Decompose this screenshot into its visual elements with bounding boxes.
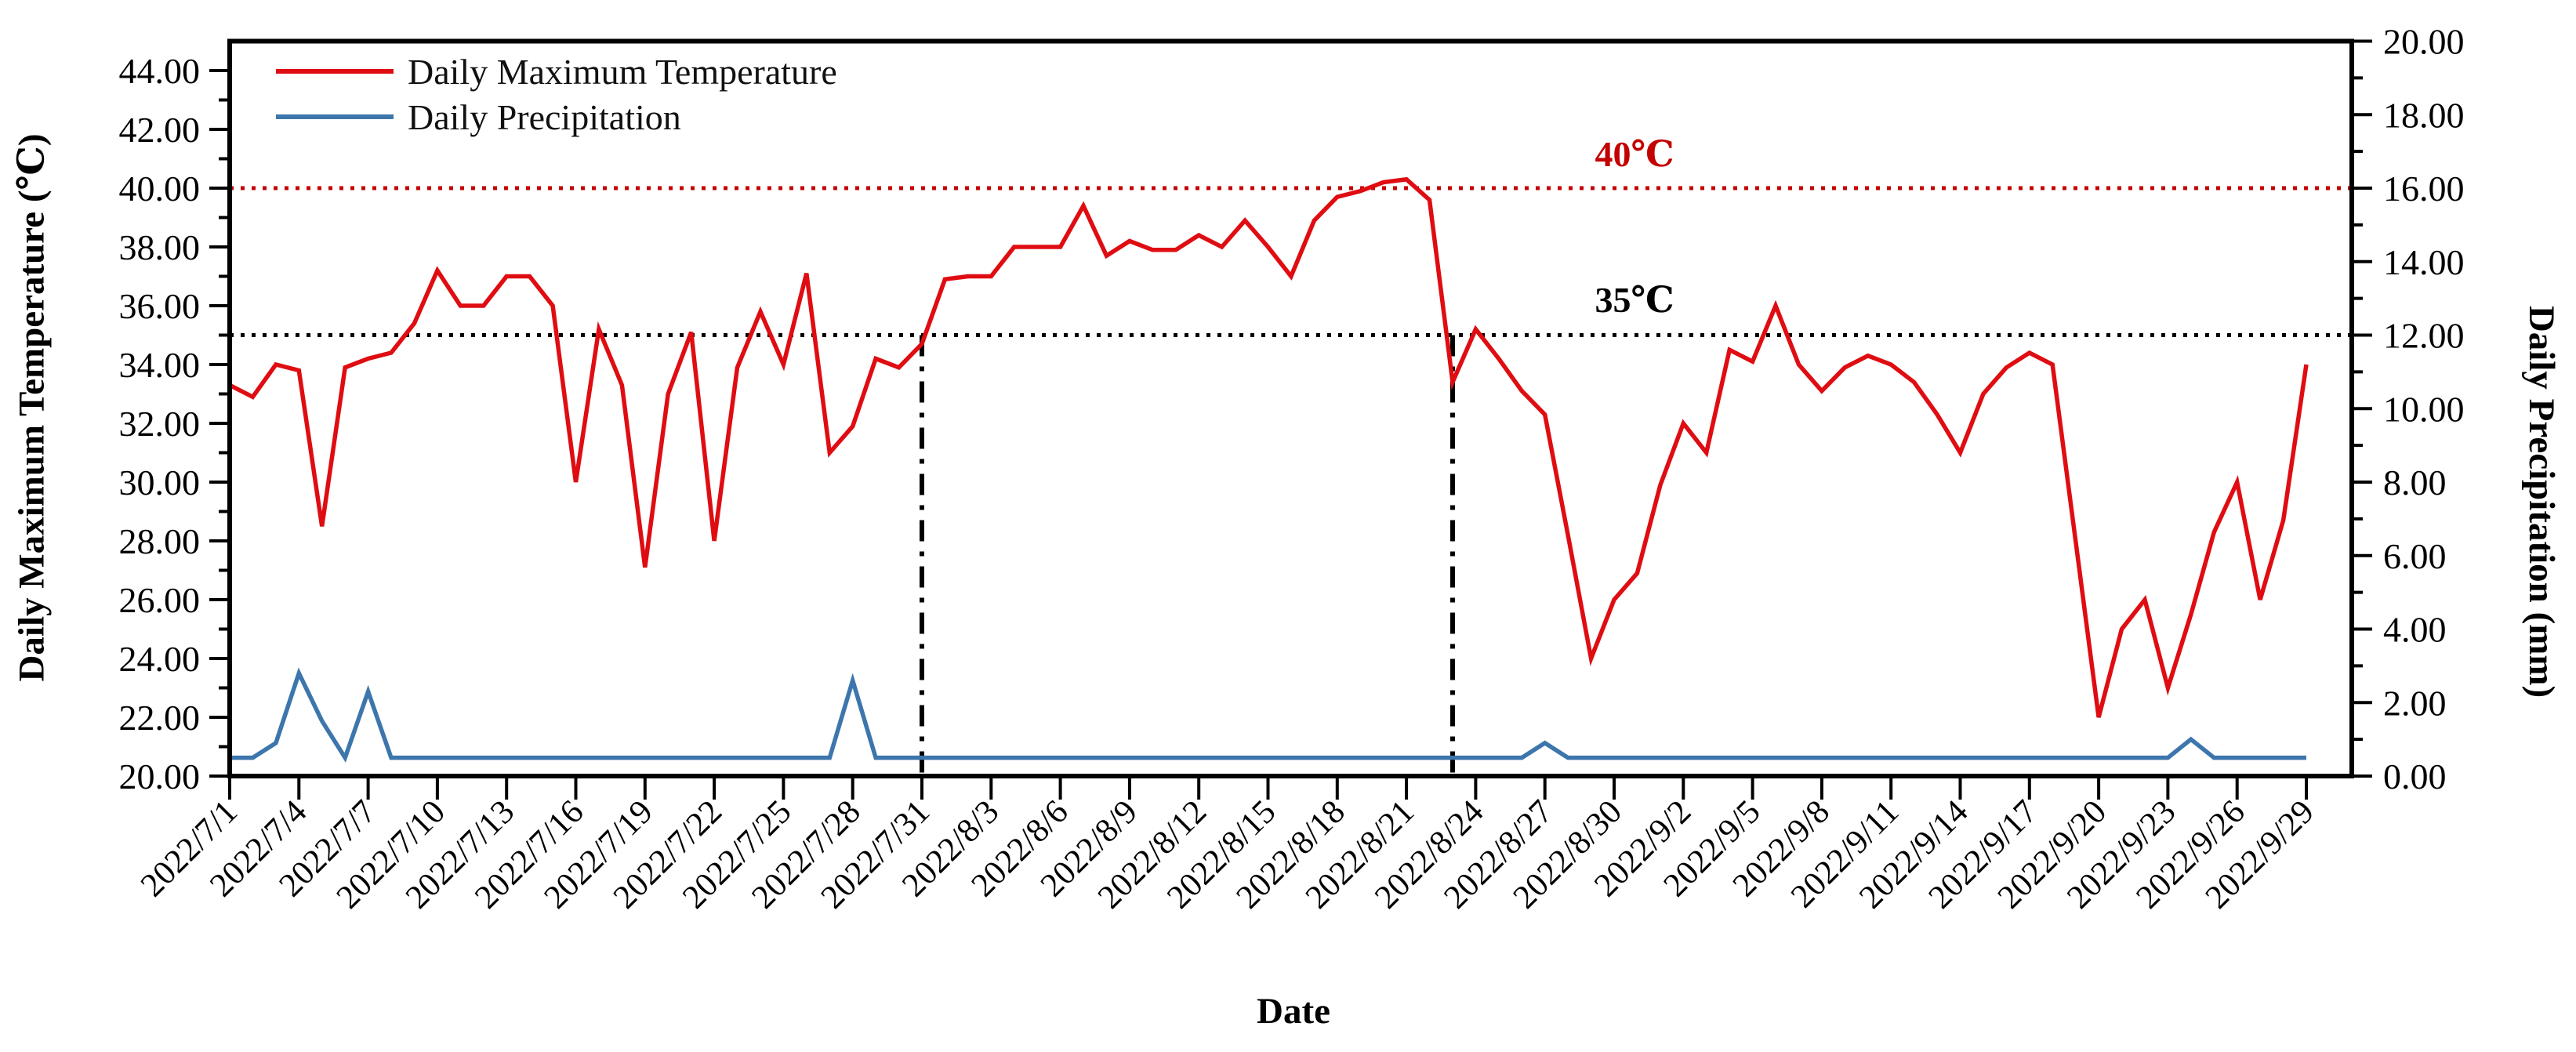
y-left-tick-label: 20.00: [119, 756, 201, 796]
legend-item-temperature: Daily Maximum Temperature: [276, 49, 837, 94]
y-right-tick-label: 20.00: [2383, 22, 2465, 62]
y-left-tick-label: 30.00: [119, 463, 201, 502]
y-left-tick-label: 44.00: [119, 51, 201, 91]
y-right-tick-label: 4.00: [2383, 610, 2447, 650]
y-right-tick-label: 2.00: [2383, 683, 2447, 723]
y-left-axis-title: Daily Maximum Temperature (℃): [11, 133, 53, 682]
y-right-tick-label: 6.00: [2383, 536, 2447, 576]
y-left-tick-label: 26.00: [119, 580, 201, 620]
legend-item-precipitation: Daily Precipitation: [276, 94, 837, 140]
x-axis-title: Date: [1257, 991, 1330, 1032]
y-right-axis-title: Daily Precipitation (mm): [2521, 305, 2562, 698]
y-left-tick-label: 22.00: [119, 698, 201, 738]
legend-label-temperature: Daily Maximum Temperature: [408, 51, 837, 92]
series-temperature: [228, 176, 2309, 718]
reference-label-40c: 40℃: [1595, 134, 1674, 174]
y-left-tick-label: 34.00: [119, 345, 201, 385]
y-left-tick-label: 36.00: [119, 286, 201, 326]
plot-border: [227, 38, 2354, 778]
temperature-line-swatch: [276, 69, 394, 74]
precipitation-line-swatch: [276, 114, 394, 119]
y-right-tick-label: 16.00: [2383, 169, 2465, 209]
legend: Daily Maximum Temperature Daily Precipit…: [276, 49, 837, 140]
y-left-tick-label: 38.00: [119, 227, 201, 267]
y-right-tick-label: 10.00: [2383, 389, 2465, 429]
y-left-tick-label: 42.00: [119, 110, 201, 150]
y-left-tick-label: 24.00: [119, 639, 201, 679]
y-right-tick-label: 12.00: [2383, 316, 2465, 356]
y-right-tick-label: 18.00: [2383, 95, 2465, 135]
reference-label-35c: 35℃: [1595, 280, 1674, 320]
series-precipitation: [230, 667, 2306, 763]
y-left-tick-label: 28.00: [119, 521, 201, 561]
y-right-tick-label: 8.00: [2383, 463, 2447, 502]
y-left-tick-label: 32.00: [119, 404, 201, 444]
y-right-tick-label: 0.00: [2383, 756, 2447, 796]
y-left-tick-label: 40.00: [119, 169, 201, 209]
y-right-tick-label: 14.00: [2383, 242, 2465, 282]
legend-label-precipitation: Daily Precipitation: [408, 96, 681, 137]
